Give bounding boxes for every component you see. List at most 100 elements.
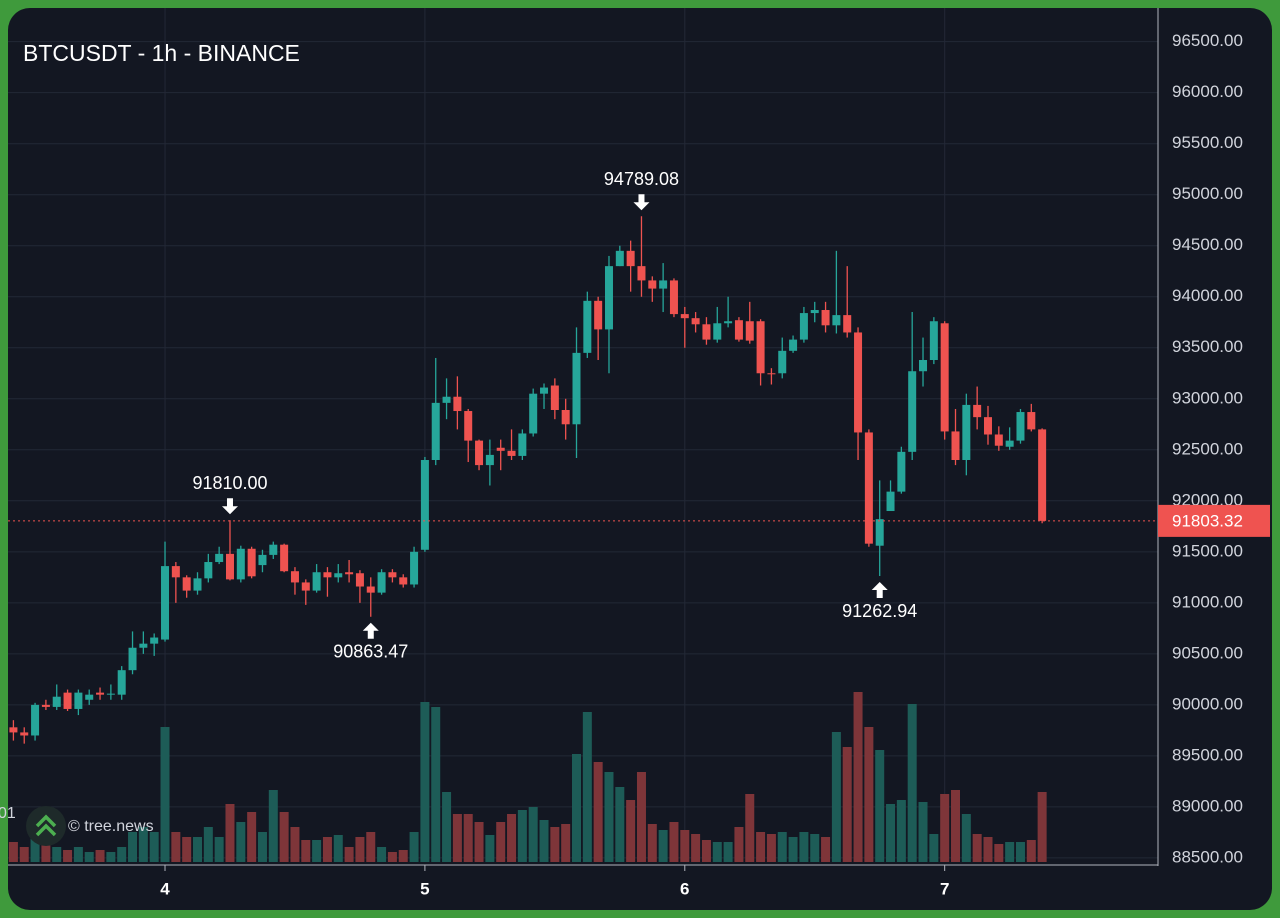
volume-bar xyxy=(63,850,73,862)
candle-body xyxy=(355,573,364,587)
candle-body xyxy=(778,350,787,374)
volume-bar xyxy=(344,847,354,862)
y-tick-label: 92500.00 xyxy=(1172,439,1243,458)
volume-bar xyxy=(961,814,971,862)
candle-body xyxy=(886,491,895,512)
candle-body xyxy=(247,548,256,577)
volume-bar xyxy=(788,837,798,862)
x-tick-label: 7 xyxy=(940,879,949,898)
volume-bar xyxy=(626,800,636,862)
candle-body xyxy=(615,250,624,267)
volume-bar xyxy=(52,847,62,862)
candle-body xyxy=(604,266,613,330)
candle-body xyxy=(117,670,126,695)
volume-bar xyxy=(431,707,441,862)
volume-bar xyxy=(84,852,94,862)
candle-body xyxy=(31,704,40,736)
volume-bar xyxy=(1015,842,1025,862)
chart-title: BTCUSDT - 1h - BINANCE xyxy=(23,40,300,66)
volume-bar xyxy=(766,834,776,862)
candle-body xyxy=(161,566,170,640)
watermark-logo xyxy=(26,806,66,846)
candle-body xyxy=(269,544,278,555)
volume-bar xyxy=(593,762,603,862)
high-arrow xyxy=(633,194,650,211)
last-price-label: 91803.32 xyxy=(1172,511,1243,530)
volume-bar xyxy=(442,792,452,862)
candle-body xyxy=(864,432,873,544)
candle-body xyxy=(52,696,61,707)
y-tick-label: 94500.00 xyxy=(1172,235,1243,254)
volume-bar xyxy=(907,704,917,862)
candle-body xyxy=(550,385,559,411)
volume-bar xyxy=(409,832,419,862)
candle-body xyxy=(410,551,419,585)
candle-body xyxy=(929,321,938,361)
volume-bar xyxy=(279,812,289,862)
candle-body xyxy=(854,332,863,433)
y-tick-label: 90500.00 xyxy=(1172,643,1243,662)
volume-bar xyxy=(582,712,592,862)
candle-body xyxy=(193,578,202,591)
volume-bar xyxy=(420,702,430,862)
candle-body xyxy=(940,323,949,432)
low-arrow xyxy=(362,622,379,639)
volume-bar xyxy=(539,820,549,862)
volume-bar xyxy=(30,837,40,862)
candle-body xyxy=(767,373,776,375)
candle-body xyxy=(756,321,765,374)
candle-body xyxy=(215,553,224,563)
watermark: © tree.news xyxy=(68,818,154,835)
candle-body xyxy=(1005,440,1014,447)
volume-bar xyxy=(290,827,300,862)
volume-bar xyxy=(810,834,820,862)
volume-bar xyxy=(182,837,192,862)
candle-body xyxy=(204,562,213,579)
volume-bar xyxy=(604,772,614,862)
low-arrow xyxy=(871,582,888,599)
volume-bar xyxy=(842,747,852,862)
candle-body xyxy=(637,266,646,281)
volume-bar xyxy=(19,847,29,862)
volume-bar xyxy=(193,837,203,862)
candle-body xyxy=(96,692,105,695)
candle-body xyxy=(702,324,711,340)
candle-body xyxy=(334,573,343,578)
volume-bar xyxy=(615,787,625,862)
volume-bar xyxy=(474,822,484,862)
candle-body xyxy=(843,315,852,333)
candle-body xyxy=(63,692,72,709)
volume-bar xyxy=(712,842,722,862)
candle-body xyxy=(399,577,408,585)
candle-body xyxy=(691,318,700,325)
candle-body xyxy=(821,310,830,326)
volume-bar xyxy=(171,832,181,862)
candle-body xyxy=(680,314,689,319)
volume-bar xyxy=(940,794,950,862)
partial-label: 01 xyxy=(0,805,16,822)
candle-body xyxy=(128,647,137,671)
candle-body xyxy=(20,732,29,736)
candle-body xyxy=(669,280,678,315)
volume-bar xyxy=(1037,792,1047,862)
volume-bar xyxy=(106,852,116,862)
candle-body xyxy=(572,352,581,425)
y-tick-label: 88500.00 xyxy=(1172,847,1243,866)
volume-bar xyxy=(128,832,138,862)
volume-bar xyxy=(561,824,571,862)
volume-bar xyxy=(398,850,408,862)
volume-bar xyxy=(117,847,127,862)
candle-body xyxy=(9,727,18,733)
candle-body xyxy=(301,582,310,591)
candle-body xyxy=(496,447,505,451)
high-arrow xyxy=(221,498,238,515)
candle-body xyxy=(745,321,754,341)
volume-bar xyxy=(236,822,246,862)
candle-body xyxy=(973,404,982,418)
candle-body xyxy=(626,250,635,267)
volume-bar xyxy=(821,837,831,862)
volume-bar xyxy=(745,794,755,862)
y-tick-label: 89000.00 xyxy=(1172,796,1243,815)
volume-bar xyxy=(528,807,538,862)
candle-body xyxy=(1027,412,1036,430)
